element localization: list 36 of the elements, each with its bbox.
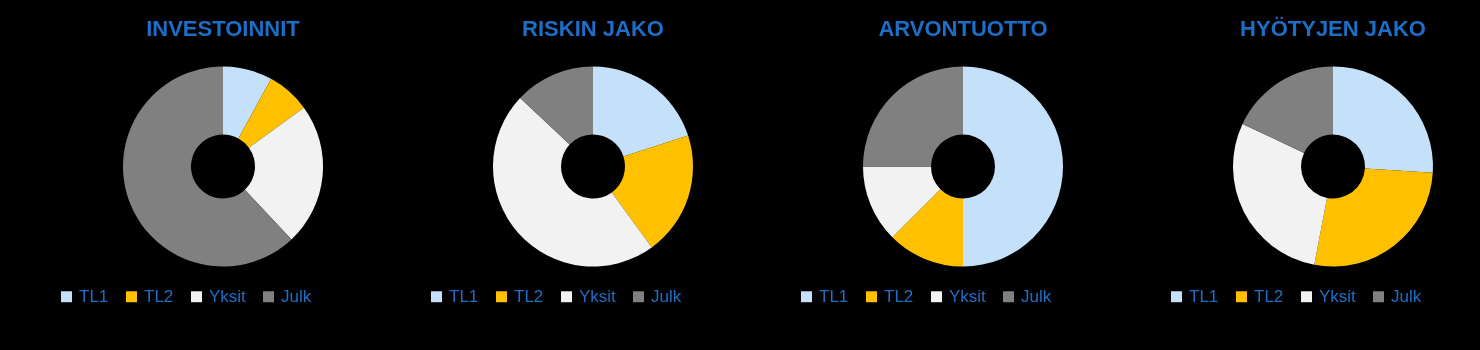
legend-label: TL2 — [514, 286, 544, 306]
donut-slice — [1314, 168, 1433, 267]
legend-label: Yksit — [209, 286, 247, 306]
donut-slice — [1233, 123, 1327, 265]
legend-label: Julk — [281, 286, 312, 306]
donut-slice — [1242, 66, 1333, 153]
legend-label: TL2 — [1254, 286, 1284, 306]
donut-slice — [892, 189, 963, 267]
legend-label: TL2 — [884, 286, 914, 306]
legend-label: Julk — [1391, 286, 1422, 306]
donut-slice — [593, 66, 689, 157]
legend-label: Yksit — [579, 286, 617, 306]
donut-slice — [520, 66, 593, 145]
donut-slice — [963, 66, 1063, 267]
legend-label: TL2 — [144, 286, 174, 306]
donut-slice — [244, 107, 323, 240]
legend-label: Julk — [651, 286, 682, 306]
donut-slice — [123, 66, 292, 267]
donut-slice — [238, 78, 304, 148]
donut-slice — [863, 166, 941, 238]
donut-slice — [1333, 66, 1433, 173]
legend-label: TL1 — [79, 286, 109, 306]
chart-title: INVESTOINNIT — [146, 16, 301, 41]
chart-title: ARVONTUOTTO — [878, 16, 1048, 41]
donut-slice — [223, 66, 272, 139]
donut-slice — [493, 98, 652, 267]
legend-label: Julk — [1021, 286, 1052, 306]
chart-title: HYÖTYJEN JAKO — [1240, 16, 1426, 41]
legend-label: Yksit — [1319, 286, 1357, 306]
legend-label: TL1 — [1189, 286, 1219, 306]
chart-title: RISKIN JAKO — [522, 16, 664, 41]
donut-slice — [611, 135, 693, 248]
legend-label: TL1 — [449, 286, 479, 306]
legend-label: TL1 — [819, 286, 849, 306]
legend-label: Yksit — [949, 286, 987, 306]
donut-slice — [863, 66, 963, 167]
